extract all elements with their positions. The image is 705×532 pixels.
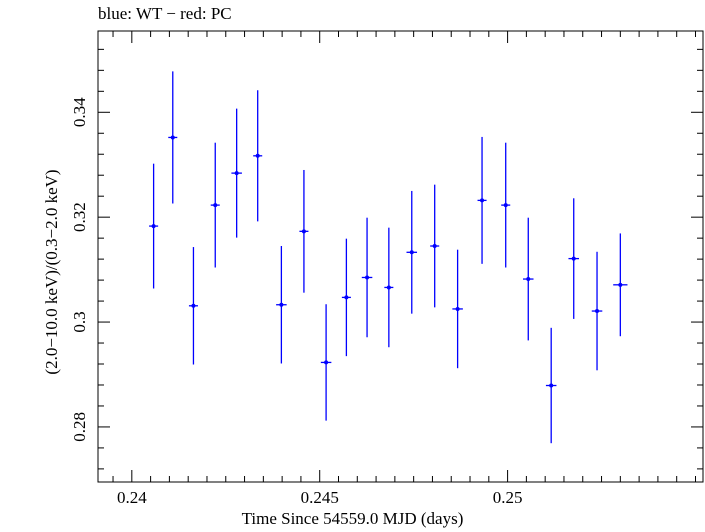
y-tick-label: 0.32 bbox=[70, 202, 89, 232]
data-point bbox=[452, 249, 463, 369]
point-marker bbox=[480, 198, 485, 203]
x-tick-label: 0.25 bbox=[493, 488, 523, 507]
y-tick-label: 0.28 bbox=[70, 412, 89, 442]
data-marks bbox=[149, 71, 628, 444]
data-point bbox=[523, 217, 534, 341]
point-marker bbox=[279, 302, 284, 307]
point-marker bbox=[301, 229, 306, 234]
point-marker bbox=[503, 203, 508, 208]
plot-frame bbox=[97, 30, 704, 483]
data-point bbox=[210, 142, 220, 268]
point-marker bbox=[213, 203, 218, 208]
point-marker bbox=[595, 309, 600, 314]
data-point bbox=[361, 217, 373, 338]
data-point bbox=[320, 304, 332, 421]
data-point bbox=[149, 163, 159, 289]
point-marker bbox=[526, 277, 531, 282]
data-point bbox=[477, 136, 487, 264]
data-point bbox=[591, 251, 603, 371]
point-marker bbox=[409, 250, 414, 255]
point-marker bbox=[571, 256, 576, 261]
point-marker bbox=[386, 285, 391, 290]
point-marker bbox=[255, 153, 260, 158]
x-tick-label: 0.24 bbox=[117, 488, 147, 507]
point-marker bbox=[618, 282, 623, 287]
data-point bbox=[613, 233, 628, 337]
y-tick-label: 0.34 bbox=[70, 97, 89, 127]
point-marker bbox=[365, 275, 370, 280]
data-point bbox=[430, 184, 440, 308]
y-tick-label: 0.3 bbox=[70, 311, 89, 332]
data-point bbox=[276, 246, 287, 364]
data-point bbox=[384, 227, 394, 348]
data-point bbox=[253, 90, 263, 222]
tick-labels: 0.24 0.245 0.25 0.28 0.3 0.32 0.34 bbox=[70, 97, 522, 507]
point-marker bbox=[455, 306, 460, 311]
data-point bbox=[188, 247, 198, 365]
x-axis-label: Time Since 54559.0 MJD (days) bbox=[241, 509, 464, 528]
point-marker bbox=[151, 224, 156, 229]
data-point bbox=[501, 142, 511, 268]
point-marker bbox=[344, 295, 349, 300]
data-point bbox=[545, 327, 557, 444]
point-marker bbox=[170, 135, 175, 140]
data-point bbox=[568, 198, 579, 319]
point-marker bbox=[234, 171, 239, 176]
point-marker bbox=[432, 244, 437, 249]
data-point bbox=[168, 71, 178, 204]
data-point bbox=[406, 190, 418, 314]
data-point bbox=[299, 169, 309, 293]
axis-ticks bbox=[98, 31, 703, 482]
chart-title: blue: WT − red: PC bbox=[98, 4, 232, 23]
x-tick-label: 0.245 bbox=[301, 488, 339, 507]
point-marker bbox=[549, 383, 554, 388]
point-marker bbox=[191, 303, 196, 308]
data-point bbox=[231, 108, 242, 238]
point-marker bbox=[324, 360, 329, 365]
data-point bbox=[341, 238, 351, 357]
